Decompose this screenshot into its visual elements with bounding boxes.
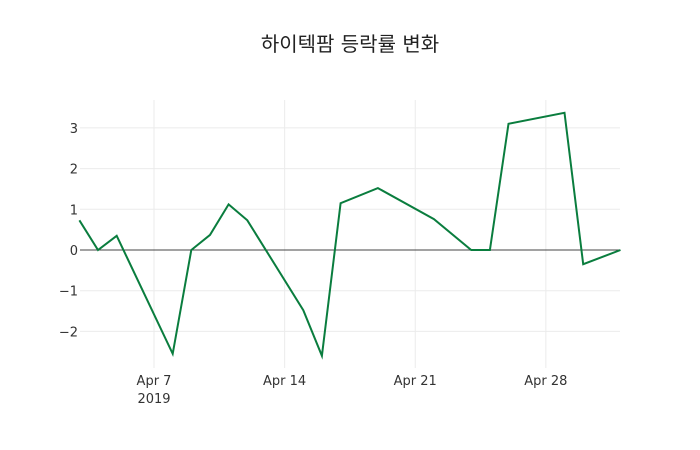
x-tick-year: 2019 bbox=[137, 392, 170, 407]
y-tick-label: 1 bbox=[70, 203, 78, 218]
y-tick-label: −1 bbox=[59, 285, 78, 300]
y-tick-label: 3 bbox=[70, 122, 78, 137]
y-tick-label: 0 bbox=[70, 244, 78, 259]
chart-title: 하이텍팜 등락률 변화 bbox=[260, 32, 440, 56]
x-tick-label: Apr 21 bbox=[394, 374, 437, 389]
x-tick-label: Apr 7 bbox=[137, 374, 172, 389]
y-tick-label: 2 bbox=[70, 163, 78, 178]
x-tick-label: Apr 14 bbox=[263, 374, 306, 389]
x-tick-label: Apr 28 bbox=[524, 374, 567, 389]
y-tick-label: −2 bbox=[59, 325, 78, 340]
series-line bbox=[78, 111, 621, 360]
